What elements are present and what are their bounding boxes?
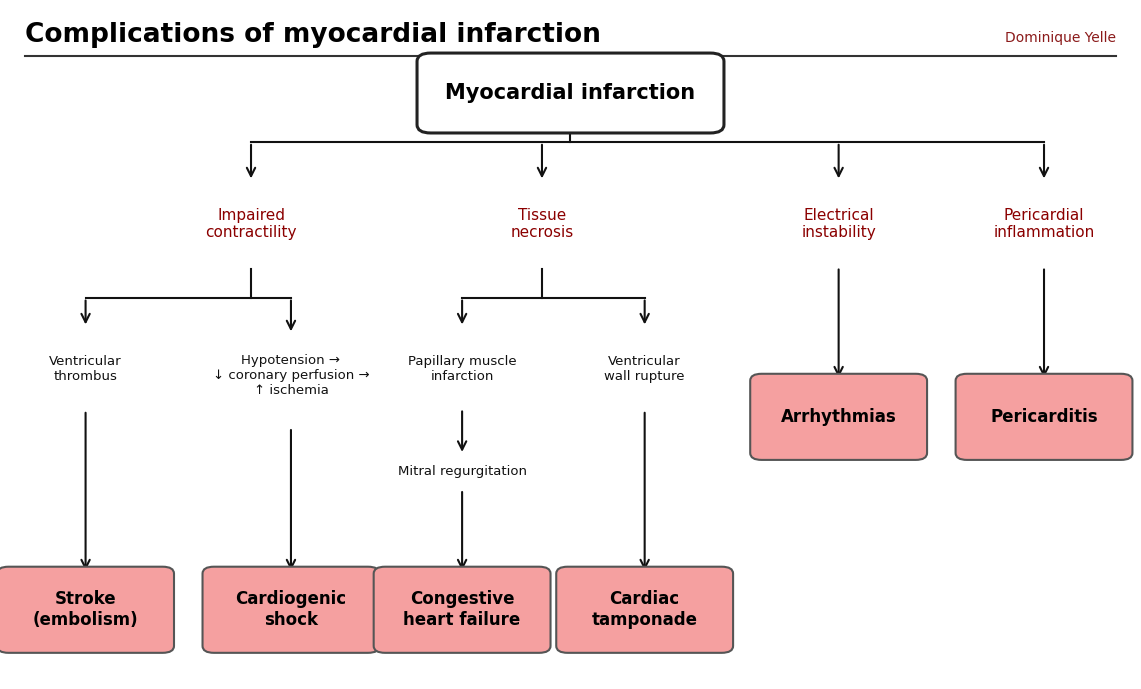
Text: Pericardial
inflammation: Pericardial inflammation bbox=[994, 207, 1094, 240]
FancyBboxPatch shape bbox=[556, 566, 733, 653]
Text: Mitral regurgitation: Mitral regurgitation bbox=[397, 466, 527, 478]
Text: Complications of myocardial infarction: Complications of myocardial infarction bbox=[25, 22, 601, 48]
FancyBboxPatch shape bbox=[416, 53, 723, 133]
Text: Ventricular
thrombus: Ventricular thrombus bbox=[49, 355, 122, 382]
Text: Congestive
heart failure: Congestive heart failure bbox=[404, 590, 520, 629]
FancyBboxPatch shape bbox=[202, 566, 379, 653]
Text: Pericarditis: Pericarditis bbox=[990, 408, 1098, 426]
Text: Tissue
necrosis: Tissue necrosis bbox=[510, 207, 574, 240]
FancyBboxPatch shape bbox=[750, 373, 926, 460]
Text: Electrical
instability: Electrical instability bbox=[801, 207, 876, 240]
Text: Hypotension →
↓ coronary perfusion →
↑ ischemia: Hypotension → ↓ coronary perfusion → ↑ i… bbox=[212, 354, 370, 397]
Text: Impaired
contractility: Impaired contractility bbox=[205, 207, 297, 240]
Text: Dominique Yelle: Dominique Yelle bbox=[1005, 31, 1116, 45]
Text: Stroke
(embolism): Stroke (embolism) bbox=[33, 590, 138, 629]
Text: Papillary muscle
infarction: Papillary muscle infarction bbox=[407, 355, 517, 382]
Text: Myocardial infarction: Myocardial infarction bbox=[445, 83, 696, 103]
FancyBboxPatch shape bbox=[373, 566, 550, 653]
Text: Ventricular
wall rupture: Ventricular wall rupture bbox=[605, 355, 685, 382]
Text: Cardiac
tamponade: Cardiac tamponade bbox=[592, 590, 697, 629]
Text: Arrhythmias: Arrhythmias bbox=[780, 408, 897, 426]
Text: Cardiogenic
shock: Cardiogenic shock bbox=[235, 590, 347, 629]
FancyBboxPatch shape bbox=[0, 566, 173, 653]
FancyBboxPatch shape bbox=[955, 373, 1132, 460]
